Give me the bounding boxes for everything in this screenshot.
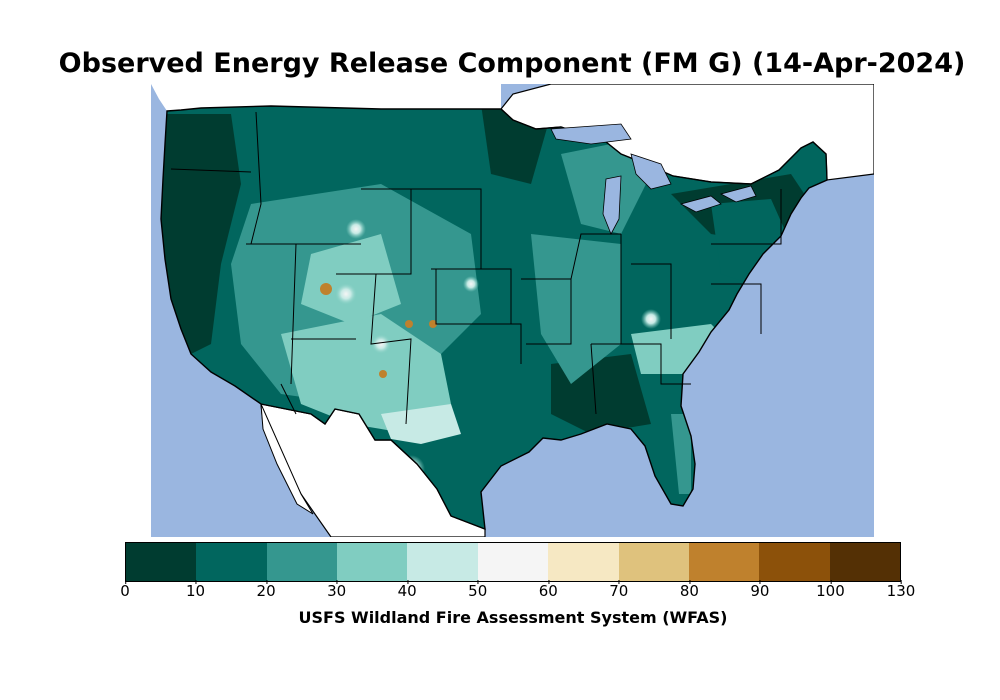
map-title: Observed Energy Release Component (FM G)… xyxy=(58,48,966,79)
colorbar-segment xyxy=(266,543,338,581)
colorbar-tick-label: 100 xyxy=(816,580,845,600)
colorbar-tick-label: 0 xyxy=(120,580,130,600)
colorbar xyxy=(125,542,901,582)
colorbar-segment xyxy=(196,543,267,581)
canada-west xyxy=(151,84,501,111)
colorbar-label: USFS Wildland Fire Assessment System (WF… xyxy=(298,608,728,627)
colorbar-segment xyxy=(759,543,830,581)
colorbar-tick-label: 30 xyxy=(327,580,347,600)
colorbar-tick-label: 40 xyxy=(397,580,417,600)
colorbar-tick-label: 60 xyxy=(538,580,558,600)
great-lakes xyxy=(550,123,757,235)
state-borders xyxy=(170,111,782,425)
colorbar-tick-label: 80 xyxy=(679,580,699,600)
colorbar-segment xyxy=(829,543,900,581)
colorbar-tick-label: 20 xyxy=(256,580,276,600)
colorbar-tick-label: 70 xyxy=(609,580,629,600)
erc-map xyxy=(151,84,874,537)
colorbar-ticks: 0 10 20 30 40 50 60 70 80 90 100 130 xyxy=(120,580,915,602)
colorbar-segment xyxy=(477,543,549,581)
colorbar-tick-label: 10 xyxy=(185,580,206,600)
colorbar-segment xyxy=(337,543,408,581)
colorbar-tick-label: 130 xyxy=(886,580,916,600)
colorbar-segment xyxy=(688,543,760,581)
colorbar-tick-label: 50 xyxy=(468,580,488,600)
colorbar-segment xyxy=(548,543,619,581)
baja-land xyxy=(260,403,314,515)
colorbar-tick-label: 90 xyxy=(750,580,770,600)
colorbar-segment xyxy=(407,543,478,581)
colorbar-segment xyxy=(618,543,689,581)
colorbar-segment xyxy=(126,543,197,581)
